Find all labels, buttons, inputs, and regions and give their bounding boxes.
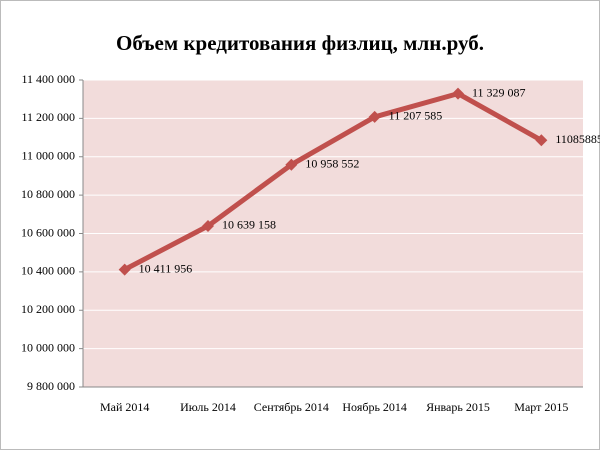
x-tick-label: Май 2014 [100, 400, 149, 414]
data-label: 10 958 552 [305, 156, 359, 170]
marker [368, 110, 381, 123]
marker [285, 158, 298, 171]
y-tick-label: 10 800 000 [21, 187, 75, 201]
line [123, 91, 543, 272]
x-tick-label: Март 2015 [514, 400, 568, 414]
y-tick-label: 11 200 000 [21, 110, 75, 124]
y-tick-label: 9 800 000 [27, 379, 75, 393]
data-label: 10 411 956 [139, 261, 193, 275]
y-tick-label: 10 400 000 [21, 264, 75, 278]
x-tick-label: Январь 2015 [426, 400, 490, 414]
x-tick-label: Сентябрь 2014 [254, 400, 329, 414]
x-tick-label: Июль 2014 [180, 400, 236, 414]
marker [118, 263, 131, 276]
marker [452, 87, 464, 100]
y-tick-label: 11 400 000 [21, 72, 75, 86]
data-label: 10 639 158 [222, 218, 276, 232]
marker [202, 219, 214, 232]
data-label: 11 329 087 [472, 85, 526, 99]
y-tick-label: 10 000 000 [21, 340, 75, 354]
y-tick-label: 10 600 000 [21, 225, 75, 239]
y-tick-label: 10 200 000 [21, 302, 75, 316]
data-label: 11 207 585 [389, 109, 443, 123]
marker [535, 134, 548, 147]
y-tick-label: 11 000 000 [21, 149, 75, 163]
chart-title: Объем кредитования физлиц, млн.руб. [116, 31, 484, 55]
data-label: 11085885 [555, 132, 600, 146]
x-tick-label: Ноябрь 2014 [342, 400, 407, 414]
